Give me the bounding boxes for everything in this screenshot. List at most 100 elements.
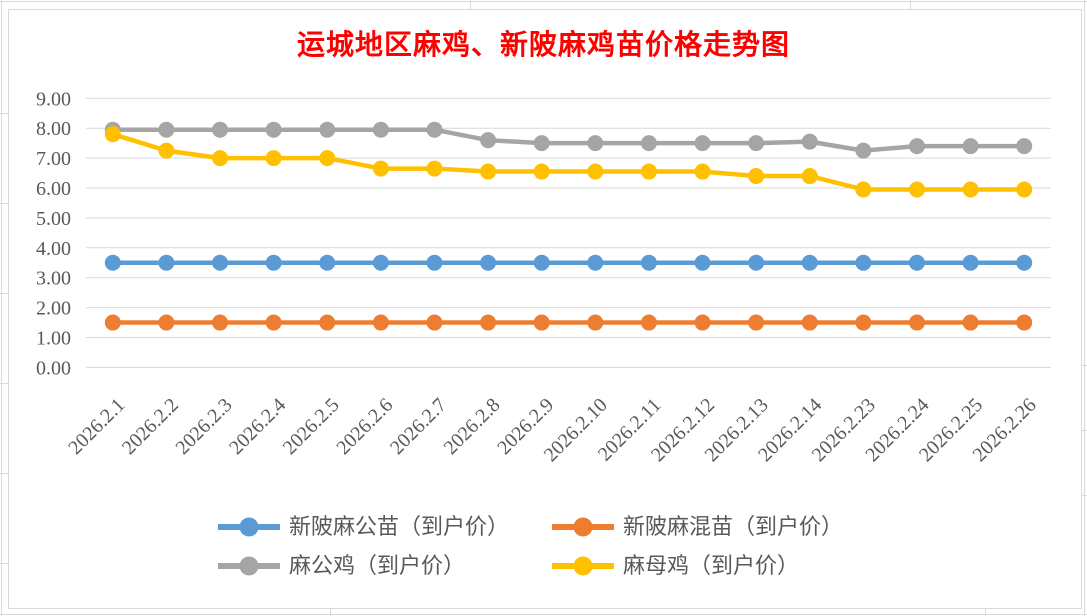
data-point (158, 121, 175, 138)
data-point (640, 135, 657, 152)
data-point (801, 314, 818, 331)
legend-dot (573, 517, 593, 537)
data-point (694, 254, 711, 271)
chart-object[interactable] (8, 9, 1082, 609)
data-point (962, 181, 979, 198)
data-point (104, 314, 121, 331)
series-line (110, 127, 1027, 153)
y-axis-tick-label: 7.00 (36, 148, 71, 170)
legend-item-3[interactable]: 麻母鸡（到户价） (552, 555, 799, 577)
x-axis-tick-label: 2026.2.7 (386, 394, 451, 459)
legend-marker-icon (218, 556, 280, 576)
y-axis-tick-label: 5.00 (36, 208, 71, 230)
series-3 (104, 126, 1033, 198)
y-axis-tick-label: 4.00 (36, 238, 71, 260)
legend-label: 新陂麻混苗（到户价） (623, 514, 844, 539)
data-point (212, 150, 229, 167)
data-point (533, 314, 550, 331)
data-point (962, 138, 979, 155)
legend-marker-icon (552, 556, 614, 576)
grid-layer (86, 97, 1051, 368)
data-point (640, 163, 657, 180)
series-layer (104, 121, 1033, 331)
y-axis-tick-label: 1.00 (36, 328, 71, 350)
legend-item-1[interactable]: 新陂麻混苗（到户价） (552, 516, 843, 538)
data-point (1016, 181, 1033, 198)
data-point (265, 150, 282, 167)
legend-label: 麻母鸡（到户价） (623, 553, 800, 578)
x-axis-tick-label: 2026.2.8 (440, 394, 505, 459)
data-point (158, 142, 175, 159)
data-point (908, 181, 925, 198)
data-point (265, 254, 282, 271)
data-point (640, 254, 657, 271)
y-axis-tick-label: 9.00 (36, 88, 71, 110)
legend-dot (239, 556, 259, 576)
data-point (694, 163, 711, 180)
x-axis-tick-label: 2026.2.1 (64, 394, 129, 459)
data-point (533, 135, 550, 152)
data-point (855, 314, 872, 331)
data-point (212, 121, 229, 138)
data-point (319, 254, 336, 271)
data-point (801, 133, 818, 150)
data-point (426, 314, 443, 331)
chart-title: 运城地区麻鸡、新陂麻鸡苗价格走势图 (296, 30, 790, 61)
series-0 (104, 254, 1033, 271)
data-point (104, 126, 121, 143)
data-point (372, 160, 389, 177)
y-axis-tick-label: 6.00 (36, 178, 71, 200)
data-point (319, 314, 336, 331)
data-point (480, 254, 497, 271)
data-point (855, 142, 872, 159)
data-point (319, 121, 336, 138)
data-point (265, 314, 282, 331)
data-point (158, 314, 175, 331)
data-point (908, 138, 925, 155)
series-line (110, 131, 1027, 192)
data-point (694, 314, 711, 331)
legend-dot (239, 517, 259, 537)
data-point (533, 254, 550, 271)
data-point (855, 181, 872, 198)
data-point (480, 132, 497, 149)
data-point (426, 121, 443, 138)
data-point (855, 254, 872, 271)
data-point (533, 163, 550, 180)
legend-item-0[interactable]: 新陂麻公苗（到户价） (218, 516, 509, 538)
data-point (587, 314, 604, 331)
data-point (962, 254, 979, 271)
data-point (801, 168, 818, 185)
x-axis-tick-label: 2026.2.4 (225, 394, 290, 459)
data-point (372, 121, 389, 138)
x-axis-tick-label: 2026.2.6 (332, 394, 397, 459)
legend-label: 新陂麻公苗（到户价） (289, 514, 510, 539)
data-point (908, 254, 925, 271)
y-axis-tick-label: 3.00 (36, 268, 71, 290)
series-2 (104, 121, 1033, 159)
data-point (319, 150, 336, 167)
data-point (801, 254, 818, 271)
data-point (748, 135, 765, 152)
legend-marker-icon (218, 517, 280, 537)
data-point (212, 314, 229, 331)
data-point (694, 135, 711, 152)
data-point (372, 314, 389, 331)
data-point (372, 254, 389, 271)
data-point (104, 254, 121, 271)
x-axis-tick-label: 2026.2.2 (118, 394, 183, 459)
series-1 (104, 314, 1033, 331)
legend-marker-icon (552, 517, 614, 537)
data-point (480, 314, 497, 331)
y-axis-tick-label: 2.00 (36, 298, 71, 320)
data-point (1016, 314, 1033, 331)
data-point (587, 135, 604, 152)
data-point (748, 314, 765, 331)
data-point (587, 163, 604, 180)
y-axis-tick-label: 0.00 (36, 357, 71, 379)
legend-item-2[interactable]: 麻公鸡（到户价） (218, 555, 465, 577)
data-point (1016, 138, 1033, 155)
